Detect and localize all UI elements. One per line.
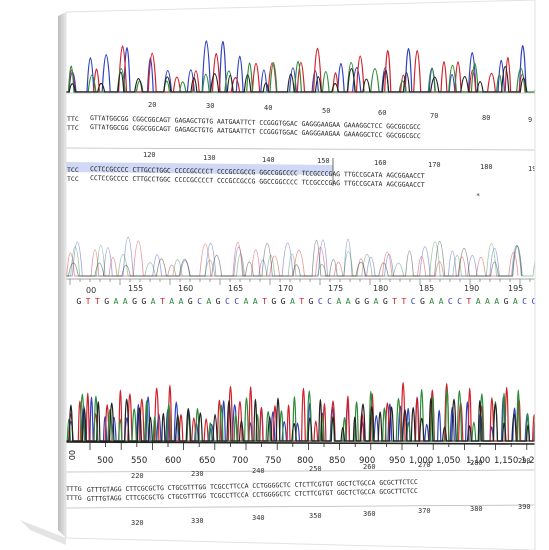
ruler-bottom-3: 250 (309, 465, 322, 473)
ruler2-bottom-1: 330 (191, 517, 204, 525)
base-call-strip: 00 155 160 165 170 175 180 185 190 195 G… (66, 278, 536, 306)
trace-c (66, 40, 527, 93)
lower-axis-tick-14: 1,20 (521, 456, 540, 466)
lower-axis-tick-8: 900 (359, 456, 375, 466)
lower-axis-tick-4: 700 (232, 456, 248, 466)
lower-axis-tick-0: 500 (97, 456, 113, 466)
trace-a (66, 241, 535, 277)
basecall-ruler-7: 185 (419, 284, 434, 293)
basecall-ruler-0: 00 (86, 286, 96, 295)
basecall-ruler-1: 155 (128, 284, 143, 293)
lower-axis: 00 500 550 600 650 700 750 800 850 900 9… (66, 441, 540, 466)
lower-axis-tick-12: 1,100 (466, 456, 490, 466)
ruler-mid-1: 130 (203, 154, 216, 162)
ruler2-bottom-3: 350 (309, 512, 322, 520)
lower-axis-tick-13: 1,150 (494, 456, 518, 466)
ruler-bottom-7: 290 (518, 457, 531, 465)
basecall-ruler-4: 170 (278, 284, 293, 293)
ruler-top-4: 60 (378, 109, 386, 117)
trace-g (66, 239, 523, 277)
stub-top-2: TTC (67, 124, 79, 132)
trace-a (66, 60, 535, 93)
lower-axis-tick-10: 1,000 (409, 456, 433, 466)
ruler-bottom-4: 260 (363, 463, 376, 471)
lower-axis-tick-5: 750 (265, 456, 281, 466)
basecall-ruler-2: 160 (178, 284, 193, 293)
selection-highlight (66, 162, 333, 175)
ruler2-bottom-7: 390 (518, 503, 531, 511)
svg-text:*: * (476, 192, 480, 200)
canvas-side-edge (58, 12, 66, 538)
trace-g (66, 66, 528, 93)
ruler-top-7: 9 (528, 116, 532, 124)
trace-t (66, 240, 519, 277)
chromatogram-mid (66, 237, 535, 277)
chromatogram-top (66, 40, 535, 93)
lower-axis-tick-9: 950 (389, 456, 405, 466)
trace-a (66, 388, 530, 442)
stub-top-1: TTC (67, 115, 79, 123)
ruler-mid-0: 120 (143, 151, 156, 159)
ruler-bottom-1: 230 (191, 470, 204, 478)
lower-axis-tick-7: 850 (329, 456, 345, 466)
ruler2-bottom-4: 360 (363, 510, 376, 518)
ruler-bottom-0: 220 (131, 472, 144, 480)
ruler-top-1: 30 (206, 102, 214, 110)
ruler2-bottom-5: 370 (418, 507, 431, 515)
lower-axis-tick-11: 1,050 (436, 456, 460, 466)
basecall-ruler-3: 165 (228, 284, 243, 293)
ruler-mid-4: 160 (374, 159, 387, 167)
basecall-ruler-9: 195 (508, 284, 523, 293)
lower-axis-tick-3: 650 (199, 456, 215, 466)
chromatogram-lower (66, 382, 535, 442)
ruler-top-0: 20 (148, 101, 156, 109)
canvas-shadow (20, 520, 66, 545)
lower-axis-tick-1: 550 (131, 456, 147, 466)
ruler-top-2: 40 (264, 104, 272, 112)
ruler-bottom-5: 270 (418, 461, 431, 469)
ruler2-bottom-6: 380 (470, 505, 483, 513)
ruler2-bottom-0: 320 (131, 519, 144, 527)
ruler-bottom-2: 240 (252, 467, 265, 475)
ruler-top-5: 70 (430, 112, 438, 120)
basecall-ruler-5: 175 (328, 284, 343, 293)
ruler-mid-2: 140 (262, 156, 275, 164)
ruler2-bottom-2: 340 (252, 514, 265, 522)
lower-axis-tick-6: 800 (297, 456, 313, 466)
ruler-bottom-6: 280 (470, 459, 483, 467)
stub-mid-2: TCC (67, 175, 79, 183)
ruler-mid-5: 170 (428, 161, 441, 169)
stub-bottom-2: TTTG (66, 494, 82, 502)
basecall-ruler-6: 180 (373, 284, 388, 293)
ruler-mid-6: 180 (480, 163, 493, 171)
ruler-mid-7: 19 (528, 165, 536, 173)
canvas-face-outline (65, 0, 536, 550)
basecall-ruler-8: 190 (464, 284, 479, 293)
stub-mid-1: TCC (67, 166, 79, 174)
ruler-mid-3: 150 (317, 157, 330, 165)
trace-g (66, 397, 535, 442)
trace-c (66, 237, 522, 277)
ruler-top-3: 50 (322, 107, 330, 115)
lower-axis-stub: 00 (67, 450, 76, 460)
ruler-top-6: 80 (482, 114, 490, 122)
stub-bottom-1: TTTG (66, 485, 82, 493)
lower-axis-tick-2: 600 (165, 456, 181, 466)
